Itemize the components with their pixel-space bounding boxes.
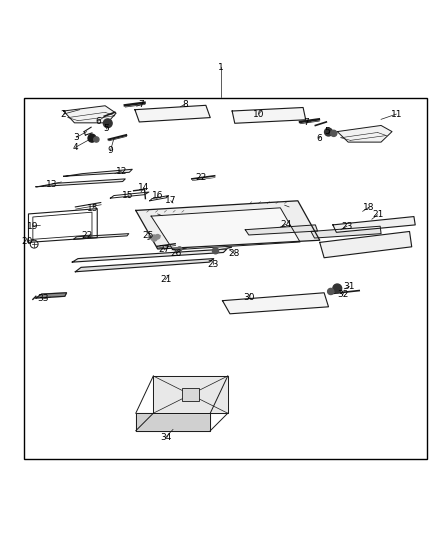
Text: 2: 2 xyxy=(61,110,66,118)
Text: 5: 5 xyxy=(103,125,110,133)
Polygon shape xyxy=(136,413,210,431)
Text: 6: 6 xyxy=(95,117,101,126)
Text: 6: 6 xyxy=(316,134,322,143)
Text: 8: 8 xyxy=(182,100,188,109)
Text: 17: 17 xyxy=(165,196,177,205)
Text: 20: 20 xyxy=(21,237,33,246)
Text: 1: 1 xyxy=(218,63,224,72)
Text: 19: 19 xyxy=(27,222,38,231)
Text: 26: 26 xyxy=(170,249,182,258)
Polygon shape xyxy=(151,208,300,250)
Polygon shape xyxy=(135,106,210,122)
Polygon shape xyxy=(72,249,227,262)
Text: 30: 30 xyxy=(243,293,254,302)
Text: 7: 7 xyxy=(303,118,309,127)
Polygon shape xyxy=(333,216,415,232)
Circle shape xyxy=(331,130,337,136)
Text: 18: 18 xyxy=(363,203,374,212)
Polygon shape xyxy=(136,201,320,249)
Circle shape xyxy=(333,284,342,293)
Text: 32: 32 xyxy=(337,290,348,300)
Circle shape xyxy=(328,288,334,295)
Polygon shape xyxy=(311,226,381,238)
Text: 22: 22 xyxy=(81,231,92,240)
Text: 10: 10 xyxy=(253,110,264,118)
Circle shape xyxy=(325,128,332,136)
Text: 34: 34 xyxy=(160,433,171,442)
Text: 13: 13 xyxy=(46,180,57,189)
Text: 28: 28 xyxy=(229,249,240,258)
Circle shape xyxy=(212,248,219,254)
Circle shape xyxy=(155,235,160,239)
Text: 27: 27 xyxy=(159,245,170,254)
Text: 5: 5 xyxy=(325,127,331,136)
Text: 3: 3 xyxy=(74,133,80,142)
Text: 22: 22 xyxy=(196,173,207,182)
Polygon shape xyxy=(36,293,67,298)
Text: 9: 9 xyxy=(107,147,113,155)
Polygon shape xyxy=(36,179,125,187)
Text: 23: 23 xyxy=(207,260,219,269)
Text: 15: 15 xyxy=(122,191,134,199)
Polygon shape xyxy=(337,125,392,142)
Bar xyxy=(24,98,427,459)
Polygon shape xyxy=(245,225,318,235)
Text: 15: 15 xyxy=(87,204,99,213)
Polygon shape xyxy=(75,259,214,272)
Polygon shape xyxy=(64,169,132,176)
Text: 12: 12 xyxy=(116,166,127,175)
Text: 4: 4 xyxy=(73,143,78,152)
Circle shape xyxy=(94,137,99,142)
Polygon shape xyxy=(320,231,412,258)
Polygon shape xyxy=(74,233,129,239)
Text: 24: 24 xyxy=(280,220,291,229)
Text: 23: 23 xyxy=(341,222,353,231)
Text: 16: 16 xyxy=(152,191,163,200)
Text: 14: 14 xyxy=(138,183,149,192)
Polygon shape xyxy=(153,376,228,413)
Text: 21: 21 xyxy=(372,211,383,219)
Text: 21: 21 xyxy=(160,275,171,284)
Text: 33: 33 xyxy=(37,294,49,303)
Text: 25: 25 xyxy=(142,231,154,240)
Circle shape xyxy=(151,235,157,241)
Bar xyxy=(182,388,199,401)
Polygon shape xyxy=(64,106,116,123)
Circle shape xyxy=(88,134,96,142)
Polygon shape xyxy=(223,293,328,314)
Text: 7: 7 xyxy=(138,100,145,109)
Text: 11: 11 xyxy=(391,110,402,118)
Circle shape xyxy=(177,247,182,251)
Circle shape xyxy=(103,119,112,128)
Text: 31: 31 xyxy=(344,282,355,291)
Polygon shape xyxy=(232,108,306,123)
